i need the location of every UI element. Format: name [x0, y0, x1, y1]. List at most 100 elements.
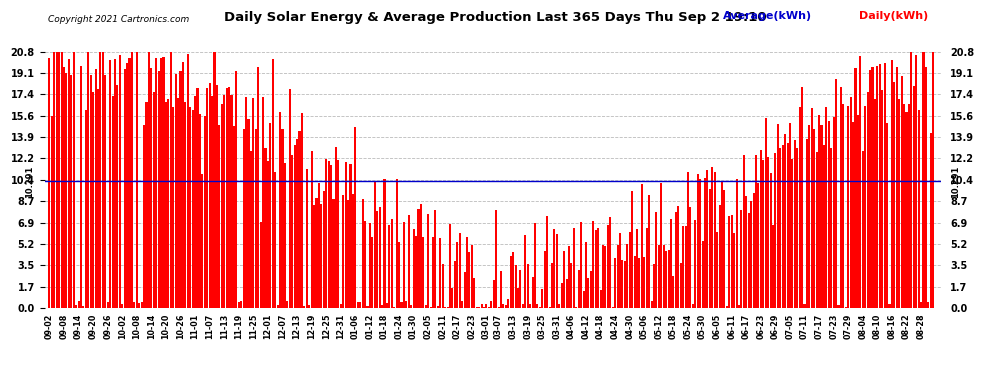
Bar — [784, 134, 786, 308]
Bar — [831, 148, 833, 308]
Bar — [94, 69, 97, 308]
Bar — [223, 95, 226, 308]
Bar — [634, 255, 636, 308]
Bar — [214, 53, 216, 308]
Bar — [794, 140, 796, 308]
Bar — [371, 237, 373, 308]
Bar — [369, 223, 371, 308]
Bar — [67, 59, 70, 308]
Bar — [119, 55, 121, 308]
Bar — [930, 133, 932, 308]
Bar — [364, 221, 366, 308]
Bar — [405, 302, 407, 307]
Bar — [109, 60, 111, 308]
Bar — [313, 206, 315, 308]
Bar — [415, 236, 417, 308]
Bar — [323, 191, 325, 308]
Bar — [525, 235, 527, 308]
Bar — [359, 302, 361, 307]
Bar — [246, 97, 248, 308]
Bar — [262, 97, 264, 308]
Bar — [609, 217, 611, 308]
Bar — [87, 53, 89, 308]
Bar — [665, 251, 667, 308]
Bar — [799, 107, 801, 307]
Bar — [150, 68, 152, 308]
Bar — [92, 92, 94, 308]
Bar — [75, 305, 77, 308]
Bar — [228, 87, 230, 308]
Bar — [755, 155, 757, 308]
Bar — [537, 304, 539, 307]
Bar — [928, 302, 930, 307]
Bar — [254, 129, 256, 308]
Bar — [680, 263, 682, 308]
Bar — [403, 222, 405, 308]
Bar — [172, 106, 174, 308]
Bar — [432, 237, 434, 308]
Bar — [267, 160, 269, 308]
Bar — [874, 99, 876, 308]
Bar — [418, 210, 420, 308]
Bar — [826, 106, 828, 308]
Bar — [104, 75, 106, 308]
Bar — [485, 304, 487, 307]
Bar — [473, 278, 475, 308]
Bar — [888, 304, 891, 307]
Bar — [813, 129, 816, 308]
Bar — [672, 276, 674, 308]
Bar — [117, 85, 119, 308]
Bar — [864, 106, 866, 308]
Bar — [702, 241, 704, 308]
Bar — [582, 291, 585, 308]
Bar — [126, 63, 128, 308]
Bar — [141, 302, 143, 307]
Bar — [144, 125, 146, 308]
Bar — [510, 256, 512, 307]
Bar — [806, 140, 808, 308]
Bar — [898, 99, 900, 308]
Bar — [662, 245, 664, 308]
Bar — [449, 224, 451, 308]
Bar — [925, 67, 927, 308]
Bar — [789, 123, 791, 308]
Bar — [842, 104, 844, 308]
Bar — [881, 90, 883, 308]
Bar — [425, 305, 427, 308]
Bar — [709, 189, 711, 308]
Bar — [236, 71, 238, 308]
Bar — [752, 193, 754, 308]
Bar — [920, 302, 922, 307]
Bar — [476, 307, 478, 308]
Bar — [177, 98, 179, 308]
Bar — [809, 125, 811, 308]
Bar — [585, 242, 587, 308]
Bar — [595, 230, 597, 308]
Bar — [876, 66, 878, 308]
Bar — [520, 270, 522, 308]
Bar — [286, 302, 288, 307]
Bar — [435, 210, 437, 308]
Bar — [157, 72, 159, 308]
Bar — [226, 88, 228, 308]
Bar — [918, 110, 920, 308]
Bar — [216, 85, 218, 308]
Bar — [823, 145, 825, 308]
Text: Daily Solar Energy & Average Production Last 365 Days Thu Sep 2 19:10: Daily Solar Energy & Average Production … — [224, 11, 766, 24]
Bar — [488, 307, 490, 308]
Bar — [437, 306, 439, 308]
Bar — [423, 237, 425, 308]
Bar — [430, 307, 432, 308]
Bar — [442, 264, 444, 308]
Bar — [852, 122, 854, 308]
Bar — [532, 277, 534, 308]
Bar — [677, 206, 679, 308]
Bar — [316, 198, 318, 308]
Bar — [478, 307, 480, 308]
Bar — [707, 170, 709, 308]
Bar — [162, 57, 164, 308]
Bar — [165, 102, 167, 308]
Bar — [750, 201, 752, 308]
Bar — [248, 119, 249, 308]
Bar — [612, 307, 614, 308]
